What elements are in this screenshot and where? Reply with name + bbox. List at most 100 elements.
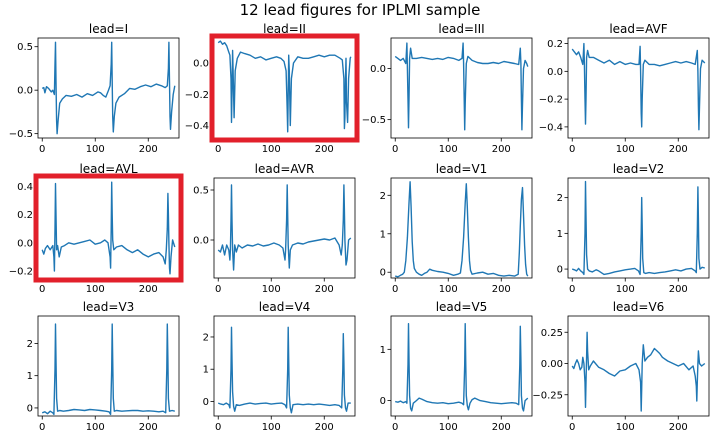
highlight-box (209, 33, 360, 143)
y-tick-label: 0.4 (17, 182, 33, 193)
axes-frame (390, 315, 533, 417)
ecg-trace (41, 41, 176, 135)
panel-title: lead=V5 (436, 300, 488, 314)
x-tick-label: 100 (262, 284, 281, 295)
y-tick-label: 0.0 (193, 236, 209, 247)
x-tick-label: 200 (492, 144, 511, 155)
y-tick-label: 2 (557, 193, 563, 204)
lead-panel-5: lead=AVL 0 100 200 −0.2 0.0 0.2 0.4 (9, 162, 184, 295)
ecg-trace (394, 42, 529, 131)
x-tick-label: 100 (262, 144, 281, 155)
ecg-trace (571, 331, 706, 412)
y-tick-label: 0.2 (547, 39, 563, 50)
y-tick-label: −0.4 (185, 121, 209, 132)
axes-frame (567, 177, 710, 279)
lead-panel-12: lead=V6 0 100 200 −0.25 0.00 0.25 (532, 300, 710, 432)
panel-title: lead=AVL (79, 162, 137, 176)
lead-panel-6: lead=AVR 0 100 200 0.0 0.5 (193, 162, 356, 295)
axes-frame (213, 315, 356, 417)
axes-frame (567, 37, 710, 139)
ecg-trace (571, 42, 706, 131)
y-tick-label: 1 (557, 229, 563, 240)
y-tick-label: 0 (27, 403, 33, 414)
x-tick-label: 100 (439, 422, 458, 432)
x-tick-label: 0 (39, 144, 45, 155)
x-tick-label: 100 (86, 422, 105, 432)
x-tick-label: 100 (616, 144, 635, 155)
panel-title: lead=V1 (436, 162, 488, 176)
lead-panel-1: lead=I 0 100 200 −0.5 0.0 0.5 (9, 22, 180, 155)
axes-frame (567, 315, 710, 417)
lead-panel-8: lead=V2 0 100 200 0 1 2 (557, 162, 710, 295)
panel-title: lead=AVR (255, 162, 315, 176)
x-tick-label: 0 (215, 144, 221, 155)
x-tick-label: 200 (139, 422, 158, 432)
axes-frame (390, 37, 533, 139)
ecg-trace (395, 181, 529, 278)
x-tick-label: 200 (315, 144, 334, 155)
y-tick-label: −0.2 (185, 90, 209, 101)
x-tick-label: 100 (616, 422, 635, 432)
x-tick-label: 200 (492, 422, 511, 432)
y-tick-label: 0.0 (547, 67, 563, 78)
y-tick-label: 0.0 (370, 64, 386, 75)
y-tick-label: 2 (380, 191, 386, 202)
x-tick-label: 100 (262, 422, 281, 432)
x-tick-label: 200 (492, 284, 511, 295)
x-tick-label: 200 (669, 144, 688, 155)
x-tick-label: 100 (439, 284, 458, 295)
x-tick-label: 0 (39, 422, 45, 432)
x-tick-label: 200 (669, 284, 688, 295)
axes-frame (37, 315, 180, 417)
y-tick-label: 2 (27, 339, 33, 350)
axes-frame (213, 177, 356, 279)
lead-panel-10: lead=V4 0 100 200 0 1 2 (203, 300, 356, 432)
y-tick-label: 0.0 (17, 86, 33, 97)
lead-panel-11: lead=V5 0 100 200 0 1 (380, 300, 533, 432)
y-tick-label: 0 (203, 397, 209, 408)
panel-title: lead=V6 (613, 300, 665, 314)
x-tick-label: 0 (569, 144, 575, 155)
axes-frame (37, 37, 180, 139)
y-tick-label: −0.5 (9, 129, 33, 140)
panel-title: lead=I (89, 22, 128, 36)
x-tick-label: 100 (616, 284, 635, 295)
x-tick-label: 100 (86, 144, 105, 155)
panel-title: lead=III (438, 22, 484, 36)
x-tick-label: 0 (392, 144, 398, 155)
lead-panel-4: lead=AVF 0 100 200 −0.4 −0.2 0.0 0.2 (539, 22, 710, 155)
y-tick-label: −0.25 (532, 390, 563, 401)
y-tick-label: 1 (380, 229, 386, 240)
x-tick-label: 200 (315, 284, 334, 295)
y-tick-label: 0.00 (541, 359, 563, 370)
y-tick-label: 0.5 (193, 186, 209, 197)
x-tick-label: 0 (215, 422, 221, 432)
y-tick-label: 0 (380, 396, 386, 407)
x-tick-label: 100 (439, 144, 458, 155)
highlight-box (33, 173, 184, 283)
axes-frame (390, 177, 533, 279)
y-tick-label: 2 (203, 332, 209, 343)
y-tick-label: 0.0 (17, 238, 33, 249)
x-tick-label: 0 (569, 284, 575, 295)
x-tick-label: 0 (392, 284, 398, 295)
panel-title: lead=V4 (259, 300, 311, 314)
y-tick-label: −0.2 (9, 266, 33, 277)
x-tick-label: 0 (39, 284, 45, 295)
panel-title: lead=V3 (83, 300, 135, 314)
axes-frame (37, 177, 180, 279)
y-tick-label: 0 (380, 268, 386, 279)
ecg-trace (395, 323, 529, 412)
x-tick-label: 100 (86, 284, 105, 295)
figure-title: 12 lead figures for IPLMI sample (239, 1, 481, 19)
ecg-trace (217, 40, 352, 133)
x-tick-label: 200 (139, 144, 158, 155)
lead-panel-9: lead=V3 0 100 200 0 1 2 (27, 300, 180, 432)
x-tick-label: 0 (392, 422, 398, 432)
y-tick-label: −0.5 (362, 115, 386, 126)
lead-panel-7: lead=V1 0 100 200 0 1 2 (380, 162, 533, 295)
x-tick-label: 200 (315, 422, 334, 432)
lead-panel-2: lead=II 0 100 200 −0.4 −0.2 0.0 (185, 22, 360, 155)
x-tick-label: 0 (569, 422, 575, 432)
